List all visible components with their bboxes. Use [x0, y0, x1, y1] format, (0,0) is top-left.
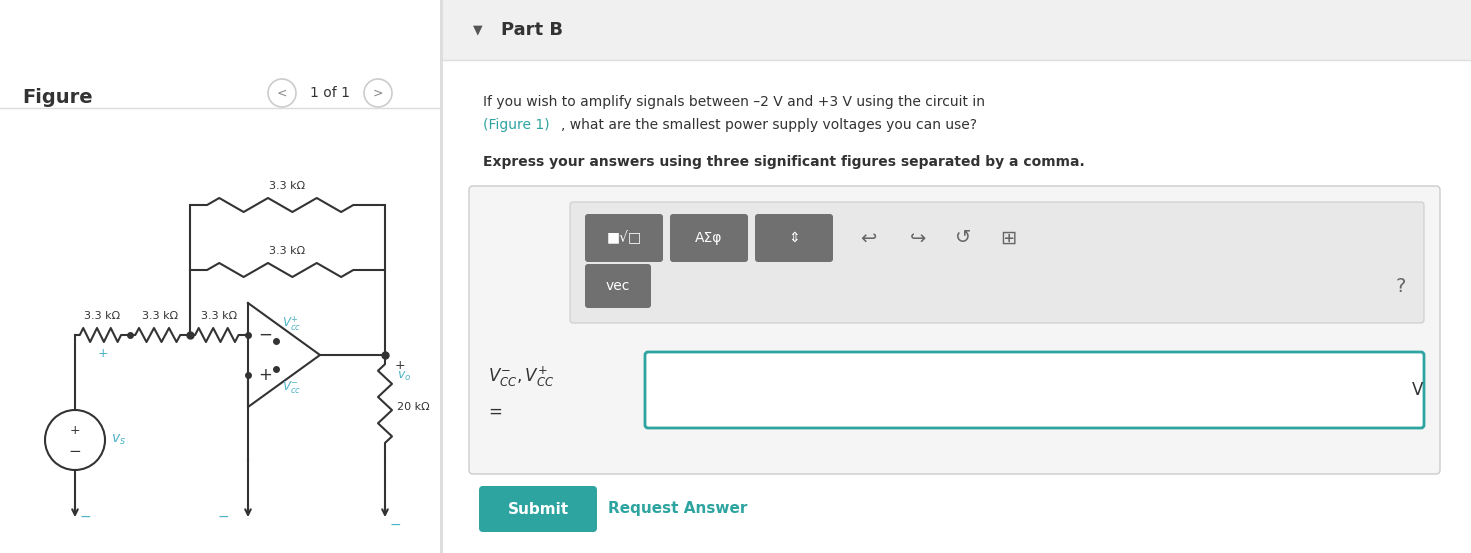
Bar: [440, 0, 443, 553]
Text: Submit: Submit: [507, 502, 569, 517]
Text: =: =: [488, 403, 502, 421]
Text: −: −: [390, 518, 402, 532]
Text: 3.3 kΩ: 3.3 kΩ: [202, 311, 237, 321]
Text: Express your answers using three significant figures separated by a comma.: Express your answers using three signifi…: [482, 155, 1084, 169]
Text: ?: ?: [1396, 276, 1406, 295]
Bar: [443, 0, 1471, 60]
Text: 3.3 kΩ: 3.3 kΩ: [269, 246, 306, 256]
Text: ⇕: ⇕: [788, 231, 800, 245]
Text: +: +: [69, 424, 81, 436]
Bar: [0, 0, 440, 553]
Text: Figure: Figure: [22, 88, 93, 107]
Text: 20 kΩ: 20 kΩ: [397, 403, 430, 413]
FancyBboxPatch shape: [644, 352, 1424, 428]
Text: $V_{cc}^{-}$: $V_{cc}^{-}$: [282, 379, 302, 395]
Text: ▼: ▼: [474, 23, 482, 36]
Text: +: +: [396, 359, 406, 372]
Text: −: −: [257, 326, 272, 344]
FancyBboxPatch shape: [480, 486, 597, 532]
FancyBboxPatch shape: [755, 214, 833, 262]
Text: ↩: ↩: [861, 228, 877, 248]
Text: V: V: [1412, 381, 1424, 399]
Text: −: −: [79, 510, 91, 524]
Text: If you wish to amplify signals between –2 V and +3 V using the circuit in: If you wish to amplify signals between –…: [482, 95, 986, 109]
Text: −: −: [69, 445, 81, 460]
Text: ↪: ↪: [909, 228, 927, 248]
Text: Part B: Part B: [502, 21, 563, 39]
Text: −: −: [218, 510, 229, 524]
Text: <: <: [277, 86, 287, 100]
Text: 3.3 kΩ: 3.3 kΩ: [269, 181, 306, 191]
Text: 3.3 kΩ: 3.3 kΩ: [84, 311, 121, 321]
Text: 1 of 1: 1 of 1: [310, 86, 350, 100]
Text: $V_{cc}^{+}$: $V_{cc}^{+}$: [282, 314, 302, 333]
Text: vec: vec: [606, 279, 630, 293]
FancyBboxPatch shape: [569, 202, 1424, 323]
Text: $V_{CC}^{-}, V_{CC}^{+}$: $V_{CC}^{-}, V_{CC}^{+}$: [488, 365, 555, 389]
FancyBboxPatch shape: [585, 264, 652, 308]
Bar: [443, 60, 1471, 553]
Text: >: >: [372, 86, 384, 100]
Text: +: +: [97, 347, 107, 360]
Text: 3.3 kΩ: 3.3 kΩ: [141, 311, 178, 321]
Text: ↺: ↺: [955, 228, 971, 248]
Text: ■√□: ■√□: [606, 231, 641, 245]
Text: ⊞: ⊞: [1000, 228, 1016, 248]
FancyBboxPatch shape: [669, 214, 747, 262]
Text: AΣφ: AΣφ: [696, 231, 722, 245]
Text: , what are the smallest power supply voltages you can use?: , what are the smallest power supply vol…: [560, 118, 977, 132]
Text: Request Answer: Request Answer: [608, 502, 747, 517]
Text: $v_o$: $v_o$: [397, 370, 412, 383]
Text: (Figure 1): (Figure 1): [482, 118, 550, 132]
FancyBboxPatch shape: [585, 214, 663, 262]
Text: +: +: [257, 366, 272, 384]
FancyBboxPatch shape: [469, 186, 1440, 474]
Text: $v_s$: $v_s$: [110, 433, 127, 447]
